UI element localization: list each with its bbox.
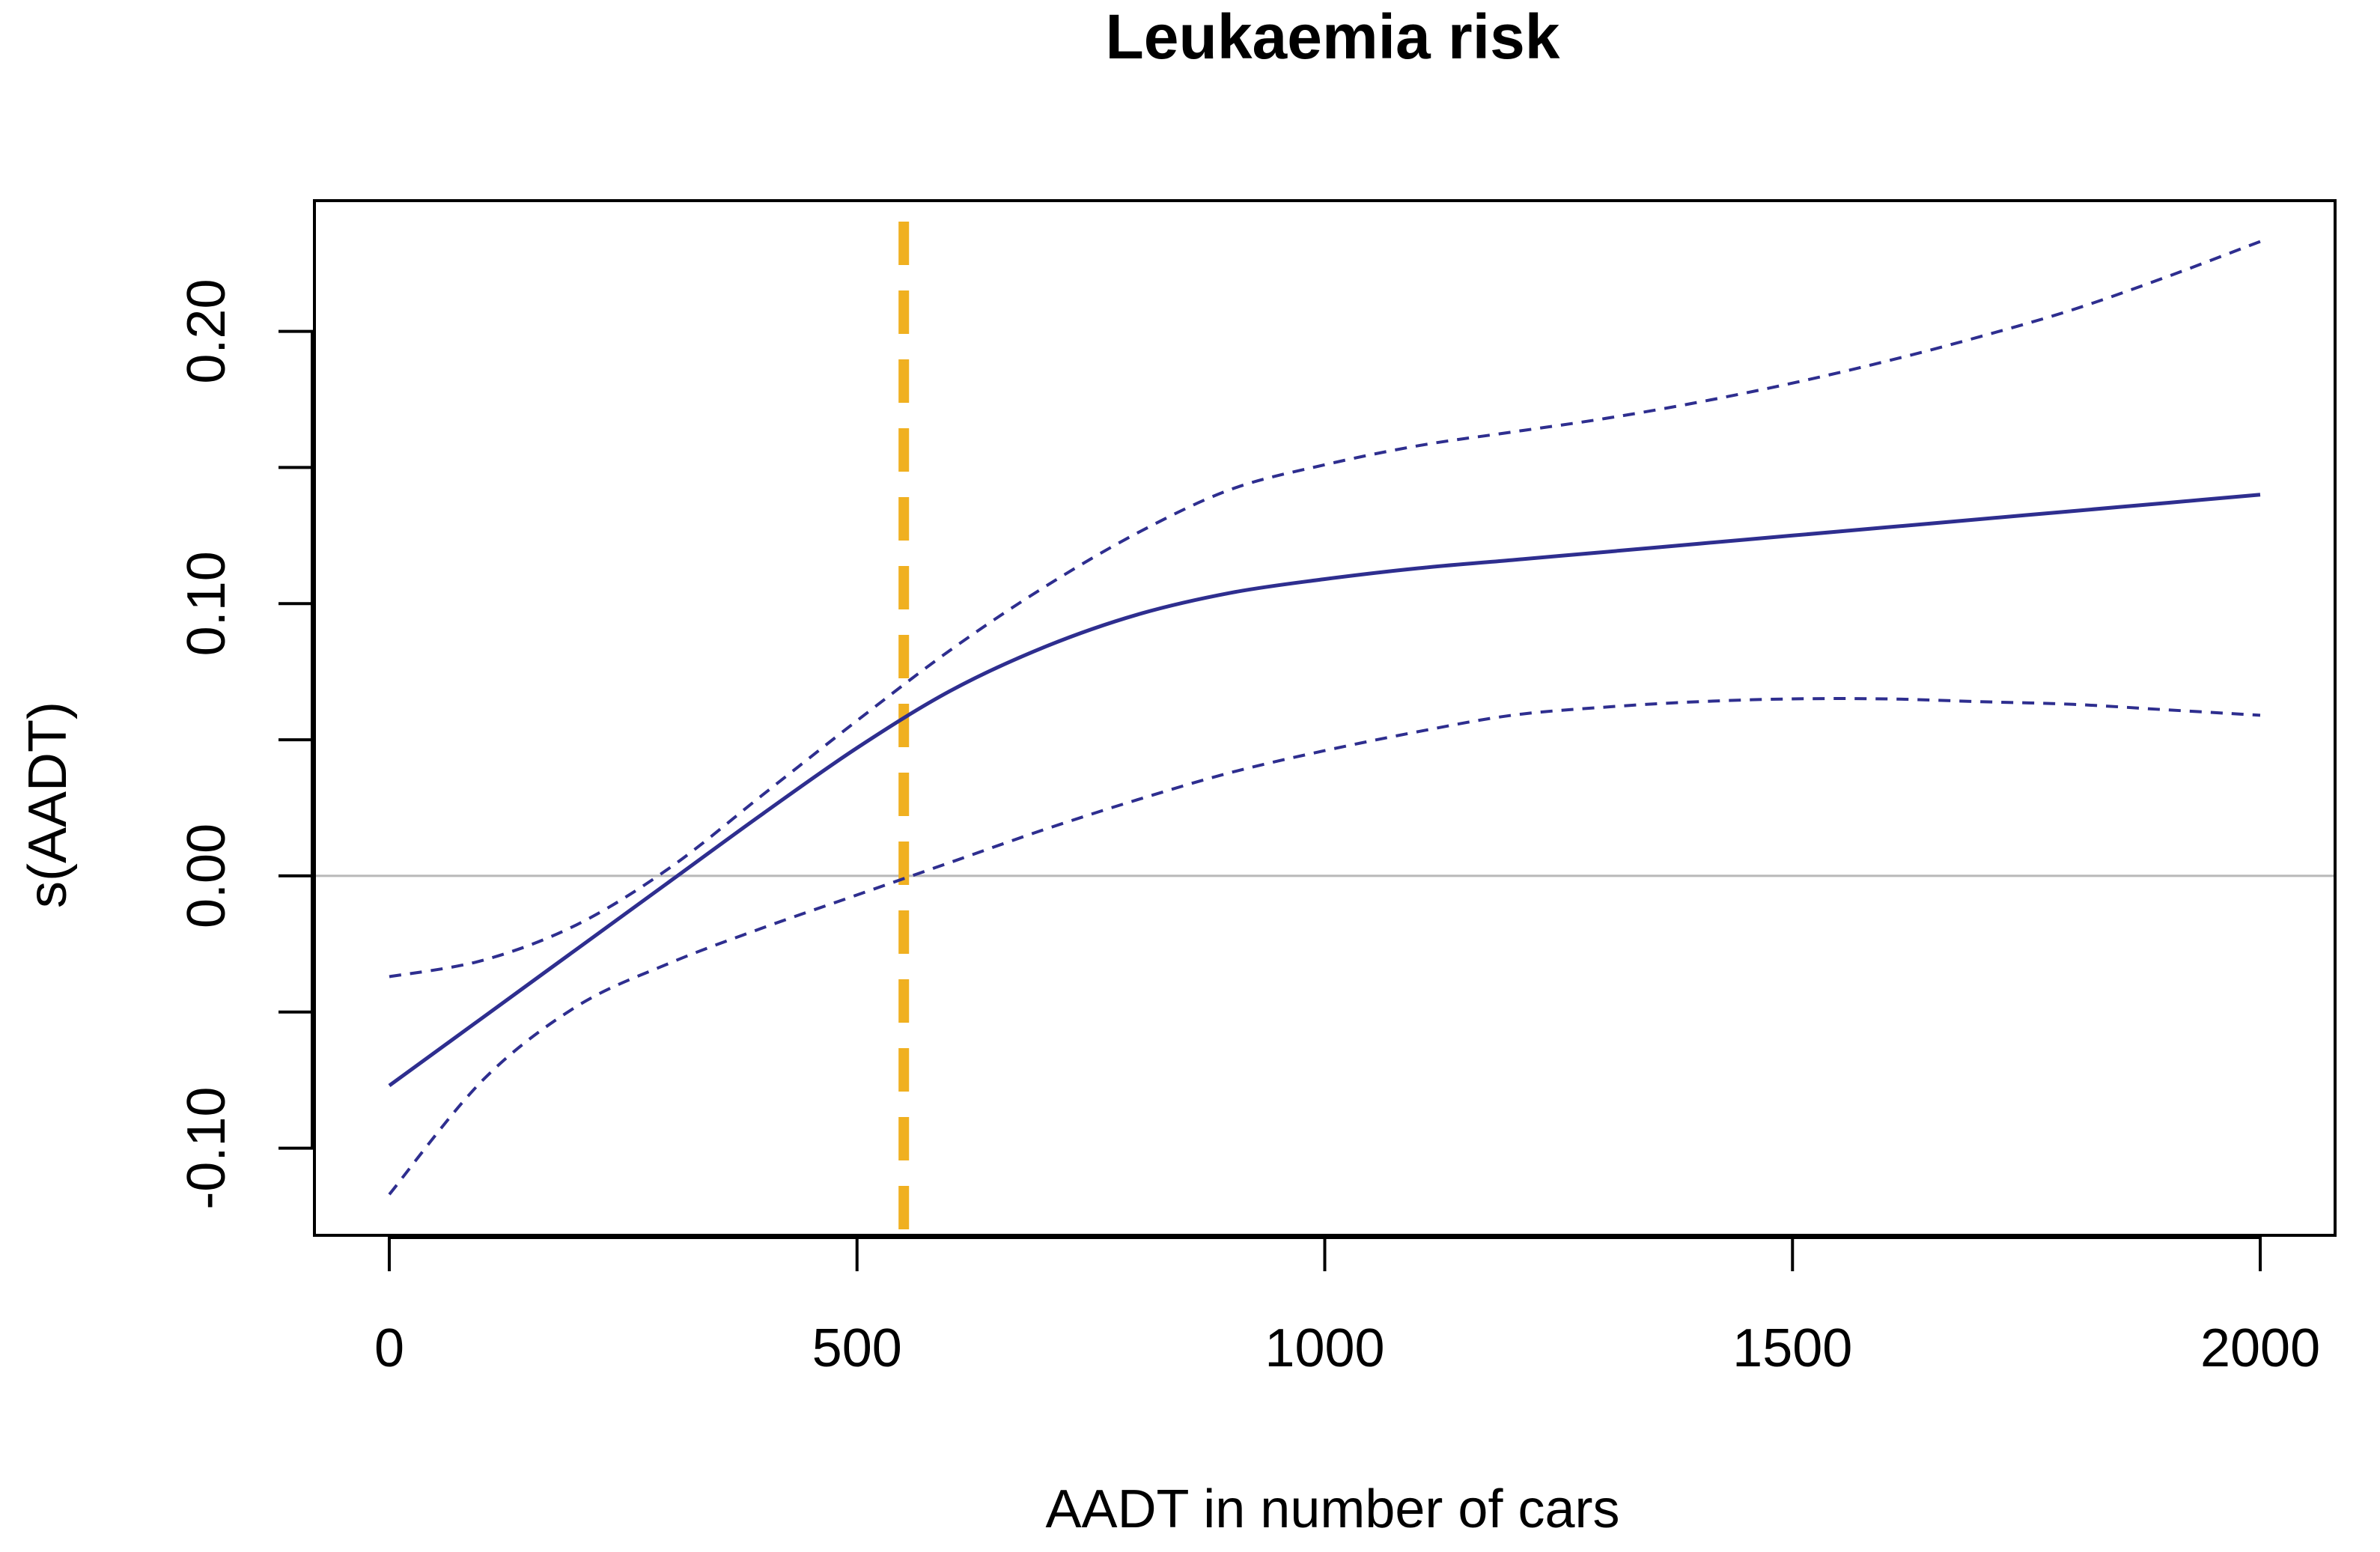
x-tick-label: 1500 xyxy=(1732,1318,1852,1378)
x-tick-label: 1000 xyxy=(1264,1318,1384,1378)
upper-ci-line xyxy=(389,240,2261,979)
y-axis-title: s(AADT) xyxy=(18,702,78,908)
fitted-curve-line xyxy=(388,493,2261,1088)
y-tick-label: 0.00 xyxy=(177,824,237,928)
y-tick-label: -0.10 xyxy=(177,1087,237,1210)
x-tick-label: 0 xyxy=(374,1318,404,1378)
y-tick-label: 0.10 xyxy=(177,551,237,656)
x-tick-label: 2000 xyxy=(2200,1318,2320,1378)
chart-title: Leukaemia risk xyxy=(1105,1,1559,72)
y-tick-label: 0.20 xyxy=(177,279,237,383)
x-axis-title: AADT in number of cars xyxy=(1046,1479,1620,1539)
plot-area: 0 500 1000 1500 2000 -0.10 0.00 0.10 0.20 xyxy=(177,199,2337,1378)
x-tick-label: 500 xyxy=(812,1318,902,1378)
plot-frame xyxy=(313,199,2337,1237)
lower-ci-line xyxy=(388,697,2261,1196)
